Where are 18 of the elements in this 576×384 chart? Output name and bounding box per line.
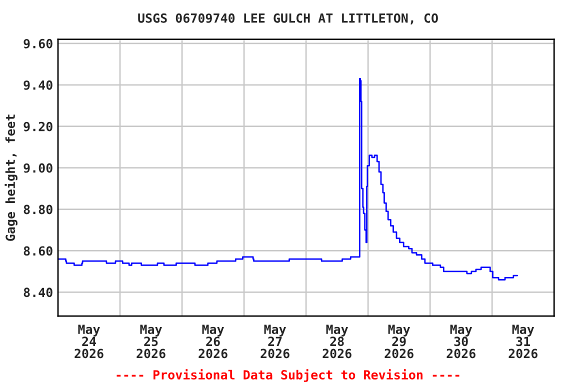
y-tick-label: 8.40 <box>24 288 52 298</box>
y-tick-label: 8.60 <box>24 246 52 256</box>
y-axis-title: Gage height, feet <box>4 114 18 241</box>
y-tick-label: 9.00 <box>24 163 52 173</box>
x-tick-label: May 30 2026 <box>446 324 476 358</box>
x-tick-label: May 29 2026 <box>384 324 414 358</box>
x-tick-label: May 25 2026 <box>136 324 166 358</box>
y-tick-label: 8.80 <box>24 204 52 214</box>
x-tick-label: May 27 2026 <box>260 324 290 358</box>
x-tick-label: May 28 2026 <box>322 324 352 358</box>
y-tick-label: 9.60 <box>24 38 52 48</box>
x-tick-label: May 26 2026 <box>198 324 228 358</box>
chart-title: USGS 06709740 LEE GULCH AT LITTLETON, CO <box>138 13 438 24</box>
x-tick-label: May 31 2026 <box>508 324 538 358</box>
y-tick-label: 9.20 <box>24 122 52 132</box>
x-tick-label: May 24 2026 <box>74 324 104 358</box>
text: ---- Provisional Data Subject to Revision ---- <box>116 369 460 382</box>
y-tick-label: 9.40 <box>24 80 52 90</box>
